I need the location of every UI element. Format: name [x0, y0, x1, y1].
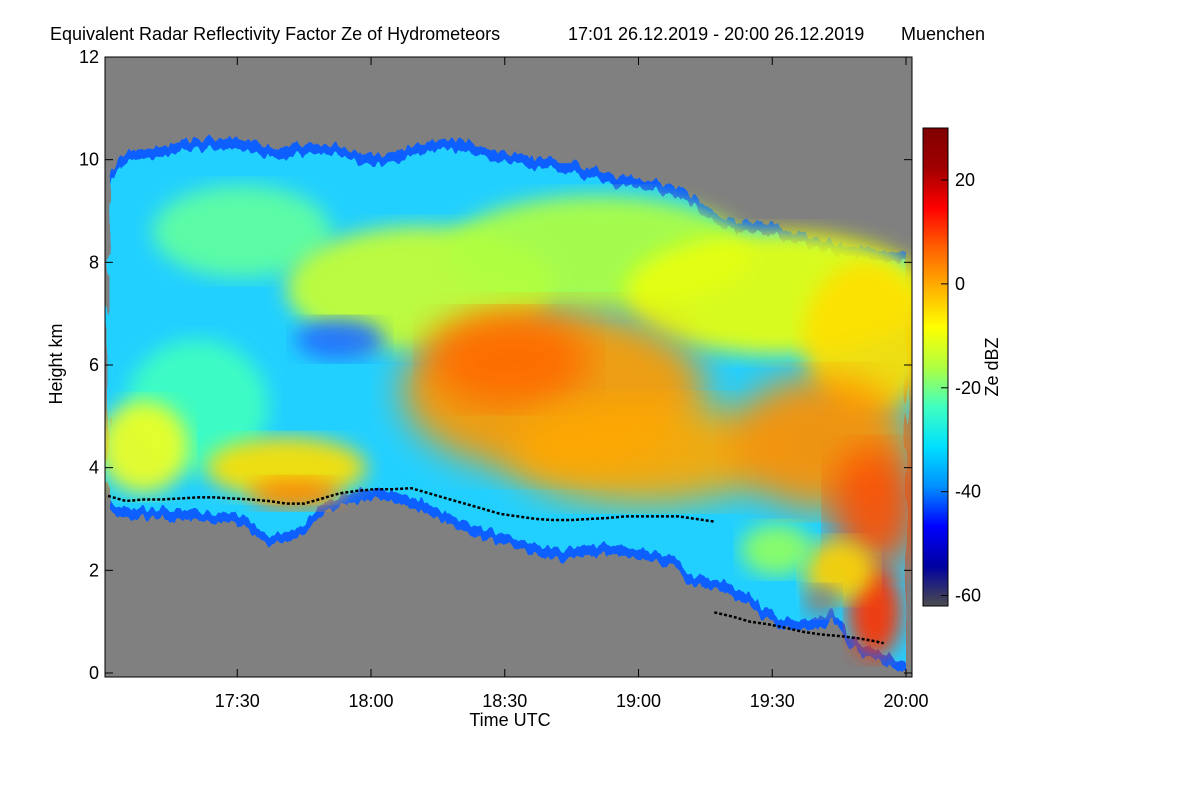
- x-tick-label: 18:00: [349, 691, 394, 711]
- reflectivity-patch: [509, 401, 777, 504]
- colorbar-label: Ze dBZ: [982, 337, 1002, 396]
- x-tick-label: 19:00: [616, 691, 661, 711]
- reflectivity-texture: [105, 185, 912, 658]
- y-tick-label: 4: [89, 458, 99, 478]
- colorbar-tick-label: -60: [955, 586, 981, 606]
- reflectivity-patch: [250, 477, 340, 509]
- reflectivity-patch: [105, 400, 189, 494]
- colorbar-tick-label: -20: [955, 378, 981, 398]
- x-tick-label: 17:30: [215, 691, 260, 711]
- colorbar-ticks: -60 -40 -20 0 20: [941, 170, 981, 606]
- melting-layer-upper-line: [107, 486, 715, 523]
- chart-title: Equivalent Radar Reflectivity Factor Ze …: [50, 24, 500, 44]
- reflectivity-patch: [803, 585, 840, 617]
- y-axis-label: Height km: [46, 323, 66, 404]
- y-tick-label: 2: [89, 560, 99, 580]
- reflectivity-patch: [295, 318, 385, 360]
- x-tick-label: 19:30: [750, 691, 795, 711]
- y-tick-label: 6: [89, 355, 99, 375]
- x-tick-label: 20:00: [883, 691, 928, 711]
- y-tick-label: 12: [79, 47, 99, 67]
- reflectivity-patch: [429, 313, 590, 407]
- reflectivity-patch: [803, 539, 875, 602]
- melting-layer-lower-line: [714, 611, 884, 645]
- y-tick-label: 0: [89, 663, 99, 683]
- colorbar-tick-label: -40: [955, 482, 981, 502]
- y-axis: 0 2 4 6 8 10 12: [79, 47, 912, 683]
- chart-time-range: 17:01 26.12.2019 - 20:00 26.12.2019: [568, 24, 864, 44]
- y-tick-label: 10: [79, 150, 99, 170]
- x-axis: 17:30 18:00 18:30 19:00 19:30 20:00: [215, 57, 929, 711]
- reflectivity-patch: [741, 524, 813, 576]
- heatmap-area: [105, 57, 912, 677]
- colorbar: [922, 127, 949, 607]
- reflectivity-patch: [152, 185, 331, 278]
- plot-frame: [104, 56, 913, 678]
- colorbar-tick-label: 20: [955, 170, 975, 190]
- x-axis-label: Time UTC: [469, 710, 550, 730]
- x-tick-label: 18:30: [482, 691, 527, 711]
- chart-location: Muenchen: [901, 24, 985, 44]
- reflectivity-patch: [830, 447, 912, 571]
- melting-layer-lines: [107, 486, 884, 645]
- colorbar-tick-label: 0: [955, 274, 965, 294]
- y-tick-label: 8: [89, 252, 99, 272]
